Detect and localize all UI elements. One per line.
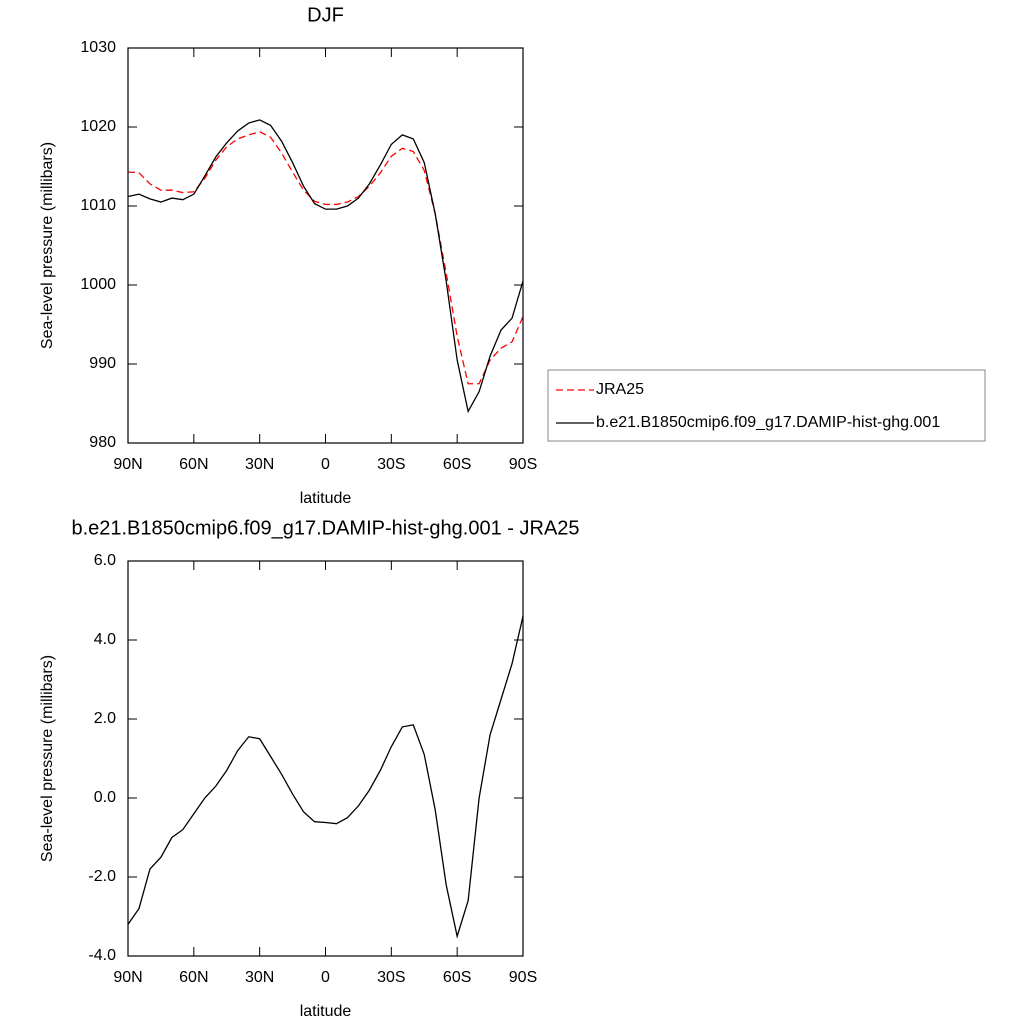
y-tick-label: -2.0 [88,868,116,885]
x-tick-label: 30N [245,456,274,473]
data-line [127,616,524,939]
x-tick-label: 30S [377,969,405,986]
legend-label: JRA25 [596,381,644,398]
y-tick-label: -4.0 [88,947,116,964]
legend-label: b.e21.B1850cmip6.f09_g17.DAMIP-hist-ghg.… [596,414,940,431]
x-axis-label: latitude [300,1003,352,1020]
y-tick-label: 0.0 [94,789,116,806]
plot-frame [127,560,524,957]
y-tick-label: 1000 [80,276,116,293]
y-tick-label: 1010 [80,197,116,214]
y-tick-label: 980 [89,434,116,451]
y-tick-label: 1030 [80,39,116,56]
x-tick-label: 90N [113,969,142,986]
y-tick-label: 2.0 [94,710,116,727]
data-line [127,119,524,414]
y-axis-label: Sea-level pressure (millibars) [39,655,56,862]
y-tick-label: 6.0 [94,552,116,569]
y-tick-label: 4.0 [94,631,116,648]
x-tick-label: 60S [443,456,471,473]
x-tick-label: 90N [113,456,142,473]
x-tick-label: 0 [321,456,330,473]
plot-frame [127,47,524,444]
x-tick-label: 90S [509,969,537,986]
y-axis-label: Sea-level pressure (millibars) [39,142,56,349]
y-tick-label: 990 [89,355,116,372]
legend-box [547,369,986,442]
x-tick-label: 30S [377,456,405,473]
x-tick-label: 90S [509,456,537,473]
x-tick-label: 60N [179,456,208,473]
data-line [127,131,524,385]
x-tick-label: 30N [245,969,274,986]
chart-title: DJF [307,4,344,26]
x-tick-label: 60N [179,969,208,986]
x-tick-label: 60S [443,969,471,986]
chart-title: b.e21.B1850cmip6.f09_g17.DAMIP-hist-ghg.… [71,517,579,539]
y-tick-label: 1020 [80,118,116,135]
x-tick-label: 0 [321,969,330,986]
x-axis-label: latitude [300,490,352,507]
